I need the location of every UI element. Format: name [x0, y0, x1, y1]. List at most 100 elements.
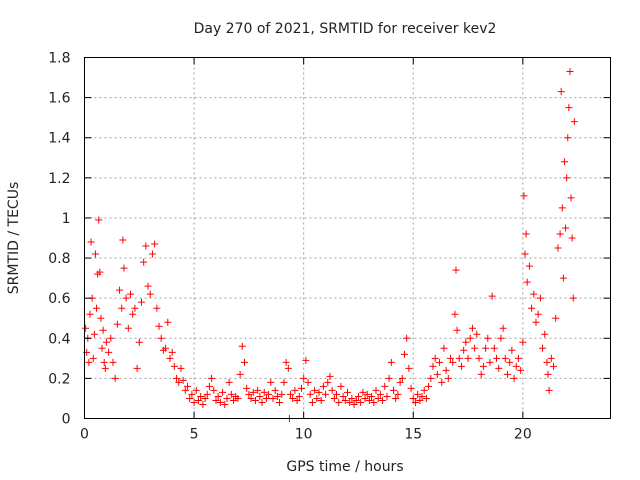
data-point [306, 390, 314, 398]
data-point [471, 344, 479, 352]
data-point [322, 390, 330, 398]
data-point [155, 322, 163, 330]
data-point [333, 390, 341, 398]
data-point [197, 392, 205, 400]
data-point [170, 362, 178, 370]
data-point [137, 298, 145, 306]
data-point [230, 396, 238, 404]
data-point [372, 386, 380, 394]
data-point [534, 310, 542, 318]
data-point [493, 354, 501, 362]
data-point [124, 324, 132, 332]
data-point [407, 384, 415, 392]
data-point [570, 118, 578, 126]
data-point [105, 348, 113, 356]
data-point [291, 386, 299, 394]
data-point [144, 282, 152, 290]
data-point [486, 358, 494, 366]
data-point [361, 394, 369, 402]
data-point [479, 362, 487, 370]
data-point [168, 348, 176, 356]
data-point [370, 398, 378, 406]
data-point [569, 294, 577, 302]
data-point [319, 382, 327, 390]
data-point [148, 250, 156, 258]
data-point [414, 390, 422, 398]
data-point [565, 104, 573, 112]
data-point [383, 392, 391, 400]
data-point [552, 314, 560, 322]
data-point [517, 366, 525, 374]
data-point [394, 390, 402, 398]
data-point [96, 268, 104, 276]
data-point [350, 400, 358, 408]
data-point [354, 392, 362, 400]
data-point [328, 386, 336, 394]
data-point [166, 354, 174, 362]
data-point [133, 364, 141, 372]
data-point [256, 392, 264, 400]
data-point [142, 242, 150, 250]
data-point [341, 396, 349, 404]
y-tick-label: 1.6 [48, 91, 70, 107]
data-point [521, 250, 529, 258]
data-point [562, 224, 570, 232]
data-point [175, 378, 183, 386]
y-axis-ticks: 0 0.2 0.4 0.6 0.8 1 1.2 1.4 1.6 1.8 [48, 51, 611, 428]
data-point [490, 344, 498, 352]
data-point [346, 398, 354, 406]
data-point [530, 290, 538, 298]
data-point [129, 310, 137, 318]
y-axis-label: SRMTID / TECUs [6, 182, 22, 295]
data-point [392, 394, 400, 402]
data-point [227, 390, 235, 398]
data-point [177, 364, 185, 372]
data-point [192, 386, 200, 394]
data-point [379, 396, 387, 404]
data-point [315, 388, 323, 396]
data-point [525, 262, 533, 270]
data-point [466, 334, 474, 342]
y-tick-label: 1.2 [48, 171, 70, 187]
data-point [528, 304, 536, 312]
data-point [258, 398, 266, 406]
data-point [205, 382, 213, 390]
data-point [387, 358, 395, 366]
data-point [278, 390, 286, 398]
data-point [212, 396, 220, 404]
data-point [186, 394, 194, 402]
data-point [451, 310, 459, 318]
data-point [352, 396, 360, 404]
data-point [87, 238, 95, 246]
data-point [99, 326, 107, 334]
data-point [541, 330, 549, 338]
data-point [444, 374, 452, 382]
data-point [135, 338, 143, 346]
data-point [236, 370, 244, 378]
data-point [532, 318, 540, 326]
data-point [452, 266, 460, 274]
data-point [547, 354, 555, 362]
data-point [122, 294, 130, 302]
data-point [506, 358, 514, 366]
data-point [326, 372, 334, 380]
data-point [157, 334, 165, 342]
data-point [462, 338, 470, 346]
data-point [418, 392, 426, 400]
data-point [390, 386, 398, 394]
data-point [297, 384, 305, 392]
data-point [365, 396, 373, 404]
data-point [86, 310, 94, 318]
data-point [523, 278, 531, 286]
data-point [477, 370, 485, 378]
data-point [164, 318, 172, 326]
data-point [453, 326, 461, 334]
data-point [374, 394, 382, 402]
data-point [544, 370, 552, 378]
data-point [225, 378, 233, 386]
data-point [473, 330, 481, 338]
data-point [111, 374, 119, 382]
data-point [188, 390, 196, 398]
data-point [162, 344, 170, 352]
